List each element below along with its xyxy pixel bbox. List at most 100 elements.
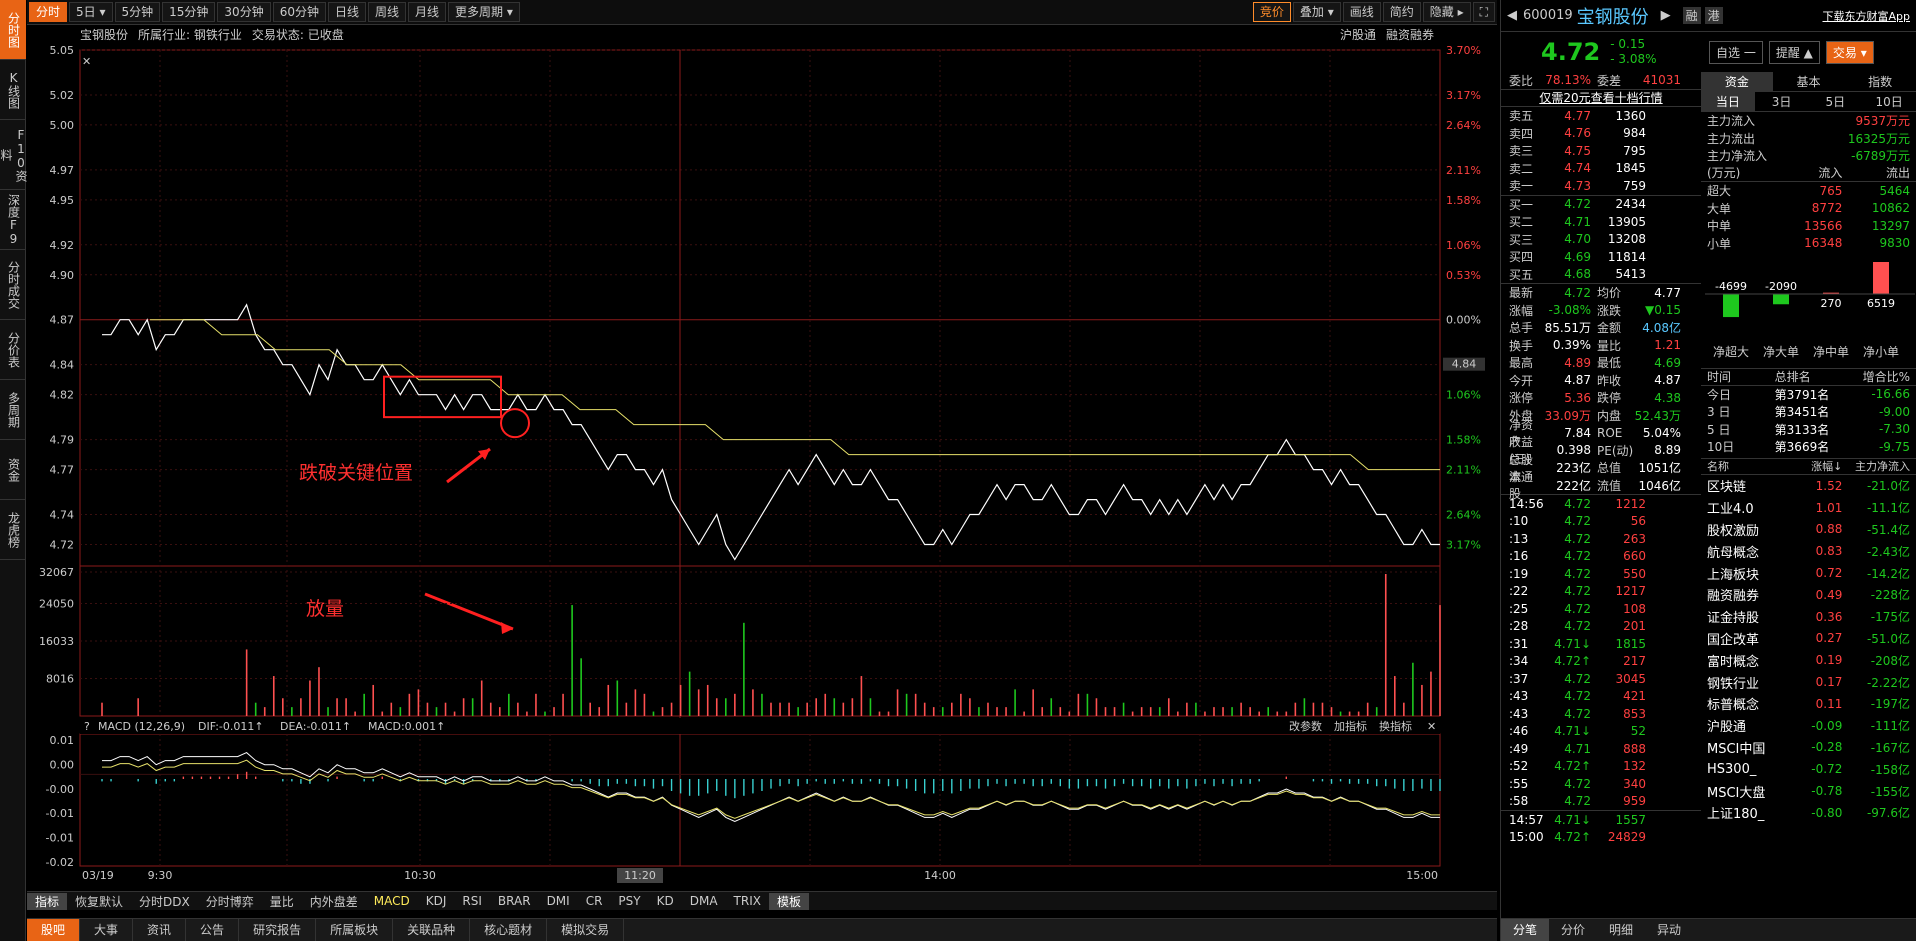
- quote-tab-3[interactable]: 异动: [1657, 923, 1682, 937]
- sidebar-item-6[interactable]: 多周期: [0, 380, 26, 440]
- bid-row[interactable]: 买五 4.68 5413: [1501, 266, 1701, 284]
- fullscreen-icon[interactable]: ⛶: [1472, 2, 1495, 22]
- tag-gang[interactable]: 港: [1704, 7, 1723, 24]
- toolbar-right-1[interactable]: 叠加 ▾: [1292, 2, 1341, 22]
- period-tab-8[interactable]: 月线: [408, 2, 447, 22]
- toolbar-right-4[interactable]: 隐藏 ▸: [1422, 2, 1471, 22]
- sector-row[interactable]: MSCI中国 -0.28 -167亿: [1701, 737, 1916, 759]
- toolbar-right-2[interactable]: 画线: [1342, 2, 1381, 22]
- macd-close-icon[interactable]: ✕: [1427, 720, 1436, 733]
- tag-rong[interactable]: 融: [1682, 7, 1701, 24]
- sector-row[interactable]: HS300_ -0.72 -158亿: [1701, 758, 1916, 780]
- indicator-tab-10[interactable]: DMI: [546, 894, 570, 908]
- macd-btn-1[interactable]: 加指标: [1334, 719, 1367, 733]
- period-tab-0[interactable]: 分时: [29, 2, 68, 22]
- quote-tab-1[interactable]: 分价: [1561, 923, 1586, 937]
- period-tab-7[interactable]: 周线: [368, 2, 407, 22]
- period-tab-6[interactable]: 日线: [327, 2, 366, 22]
- footer-tab-4[interactable]: 研究报告: [239, 919, 317, 941]
- sector-row[interactable]: 区块链 1.52 -21.0亿: [1701, 475, 1916, 497]
- footer-tab-5[interactable]: 所属板块: [316, 919, 394, 941]
- sector-row[interactable]: 上海板块 0.72 -14.2亿: [1701, 562, 1916, 584]
- quote-btn-1[interactable]: 提醒 ▲: [1768, 40, 1820, 64]
- toolbar-right-3[interactable]: 简约: [1382, 2, 1421, 22]
- ask-row[interactable]: 卖四 4.76 984: [1501, 125, 1701, 143]
- next-stock-icon[interactable]: ▶: [1660, 8, 1671, 23]
- sector-row[interactable]: 证金持股 0.36 -175亿: [1701, 606, 1916, 628]
- indicator-tab-3[interactable]: 分时博弈: [205, 894, 254, 909]
- period-tab-2[interactable]: 5分钟: [114, 2, 161, 22]
- sidebar-item-0[interactable]: 分时图: [0, 0, 26, 60]
- fund-period-3[interactable]: 10日: [1875, 95, 1903, 109]
- sector-row[interactable]: 国企改革 0.27 -51.0亿: [1701, 628, 1916, 650]
- indicator-tab-13[interactable]: KD: [656, 894, 674, 908]
- sector-row[interactable]: 钢铁行业 0.17 -2.22亿: [1701, 671, 1916, 693]
- fund-tab-1[interactable]: 基本: [1796, 75, 1821, 89]
- indicator-tab-1[interactable]: 恢复默认: [75, 894, 124, 909]
- sidebar-item-3[interactable]: 深度F9: [0, 190, 26, 250]
- quote-tab-2[interactable]: 明细: [1609, 923, 1634, 937]
- sidebar-item-1[interactable]: K线图: [0, 60, 26, 120]
- footer-tab-6[interactable]: 关联品种: [393, 919, 471, 941]
- quote-tab-0[interactable]: 分笔: [1501, 919, 1550, 941]
- indicator-tab-4[interactable]: 量比: [269, 894, 294, 909]
- footer-tab-3[interactable]: 公告: [186, 919, 240, 941]
- chart-close-icon[interactable]: ✕: [82, 55, 91, 68]
- sidebar-item-4[interactable]: 分时成交: [0, 250, 26, 320]
- quote-btn-0[interactable]: 自选 一: [1709, 40, 1763, 64]
- indicator-tab-15[interactable]: TRIX: [733, 894, 761, 908]
- ask-row[interactable]: 卖三 4.75 795: [1501, 142, 1701, 160]
- bid-row[interactable]: 买二 4.71 13905: [1501, 213, 1701, 231]
- footer-tab-0[interactable]: 股吧: [27, 919, 81, 941]
- indicator-tab-7[interactable]: KDJ: [425, 894, 447, 908]
- indicator-tab-8[interactable]: RSI: [462, 894, 482, 908]
- fund-period-2[interactable]: 5日: [1825, 95, 1846, 109]
- period-tab-1[interactable]: 5日 ▾: [69, 2, 113, 22]
- fund-tab-0[interactable]: 资金: [1701, 72, 1773, 91]
- tag-rzrq[interactable]: 融资融券: [1386, 28, 1435, 42]
- footer-tab-1[interactable]: 大事: [80, 919, 134, 941]
- indicator-tab-0[interactable]: 指标: [27, 892, 68, 910]
- macd-btn-0[interactable]: 改参数: [1289, 719, 1322, 733]
- indicator-tab-6[interactable]: MACD: [373, 894, 410, 908]
- indicator-tab-14[interactable]: DMA: [689, 894, 718, 908]
- sidebar-item-2[interactable]: F10资料: [0, 120, 28, 190]
- level2-promo[interactable]: 仅需20元查看十档行情: [1501, 90, 1701, 107]
- sector-row[interactable]: 上证180_ -0.80 -97.6亿: [1701, 802, 1916, 824]
- bid-row[interactable]: 买三 4.70 13208: [1501, 231, 1701, 249]
- sector-row[interactable]: 股权激励 0.88 -51.4亿: [1701, 519, 1916, 541]
- indicator-tab-11[interactable]: CR: [585, 894, 603, 908]
- period-tab-3[interactable]: 15分钟: [162, 2, 216, 22]
- sidebar-item-8[interactable]: 龙虎榜: [0, 500, 26, 560]
- sector-row[interactable]: 航母概念 0.83 -2.43亿: [1701, 540, 1916, 562]
- ask-row[interactable]: 卖二 4.74 1845: [1501, 160, 1701, 178]
- sidebar-item-5[interactable]: 分价表: [0, 320, 26, 380]
- fund-period-0[interactable]: 当日: [1701, 92, 1755, 111]
- toolbar-right-0[interactable]: 竞价: [1252, 2, 1291, 22]
- fund-tab-2[interactable]: 指数: [1868, 75, 1893, 89]
- tag-hgt[interactable]: 沪股通: [1340, 28, 1377, 42]
- indicator-tab-9[interactable]: BRAR: [497, 894, 531, 908]
- ask-row[interactable]: 卖五 4.77 1360: [1501, 107, 1701, 125]
- footer-tab-7[interactable]: 核心题材: [470, 919, 548, 941]
- fund-period-1[interactable]: 3日: [1771, 95, 1792, 109]
- indicator-tab-5[interactable]: 内外盘差: [309, 894, 358, 909]
- bid-row[interactable]: 买四 4.69 11814: [1501, 248, 1701, 266]
- footer-tab-2[interactable]: 资讯: [133, 919, 187, 941]
- sector-row[interactable]: 标普概念 0.11 -197亿: [1701, 693, 1916, 715]
- app-link[interactable]: 下载东方财富App: [1822, 9, 1911, 23]
- period-tab-5[interactable]: 60分钟: [272, 2, 326, 22]
- sector-row[interactable]: 融资融券 0.49 -228亿: [1701, 584, 1916, 606]
- intraday-chart[interactable]: 5.05 3.70% 5.02 3.17% 5.00 2.64% 4.97 2.11% 4.95…: [27, 44, 1497, 902]
- sector-row[interactable]: 富时概念 0.19 -208亿: [1701, 649, 1916, 671]
- footer-tab-8[interactable]: 模拟交易: [547, 919, 625, 941]
- sector-row[interactable]: 工业4.0 1.01 -11.1亿: [1701, 497, 1916, 519]
- ask-row[interactable]: 卖一 4.73 759: [1501, 177, 1701, 195]
- bid-row[interactable]: 买一 4.72 2434: [1501, 196, 1701, 214]
- sidebar-item-7[interactable]: 资金: [0, 440, 26, 500]
- sector-row[interactable]: 沪股通 -0.09 -111亿: [1701, 715, 1916, 737]
- sector-row[interactable]: MSCI大盘 -0.78 -155亿: [1701, 780, 1916, 802]
- indicator-tab-12[interactable]: PSY: [618, 894, 641, 908]
- period-tab-4[interactable]: 30分钟: [217, 2, 271, 22]
- quote-btn-2[interactable]: 交易 ▾: [1825, 40, 1874, 64]
